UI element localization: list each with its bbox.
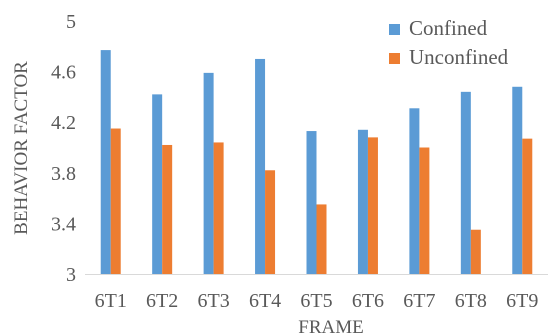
x-tick-label: 6T5 bbox=[300, 290, 332, 312]
bar-unconfined-6t7 bbox=[419, 147, 430, 274]
bar-confined-6t5 bbox=[306, 131, 317, 274]
bar-confined-6t9 bbox=[512, 86, 523, 274]
bar-unconfined-6t4 bbox=[265, 170, 276, 274]
bar-unconfined-6t8 bbox=[470, 229, 481, 274]
legend: Confined Unconfined bbox=[389, 16, 509, 69]
legend-swatch-unconfined bbox=[389, 53, 400, 64]
x-tick-label: 6T2 bbox=[146, 290, 178, 312]
y-axis-ticks: 3 3.4 3.8 4.2 4.6 5 bbox=[51, 11, 76, 286]
x-tick-label: 6T8 bbox=[455, 290, 487, 312]
y-tick-label: 3.8 bbox=[51, 163, 76, 185]
bar-confined-6t7 bbox=[409, 108, 420, 274]
legend-label-unconfined: Unconfined bbox=[409, 45, 509, 69]
y-tick-label: 5 bbox=[66, 11, 76, 33]
bar-unconfined-6t5 bbox=[316, 204, 327, 274]
bar-confined-6t3 bbox=[203, 72, 214, 275]
bar-unconfined-6t9 bbox=[522, 138, 533, 274]
bars bbox=[100, 50, 533, 275]
y-tick-label: 4.6 bbox=[51, 62, 76, 84]
bar-unconfined-6t6 bbox=[367, 137, 378, 274]
x-axis-title: FRAME bbox=[298, 317, 363, 336]
legend-swatch-confined bbox=[389, 24, 400, 35]
y-axis-title: BEHAVIOR FACTOR bbox=[11, 61, 32, 235]
bar-confined-6t2 bbox=[152, 94, 163, 275]
bar-unconfined-6t1 bbox=[110, 128, 121, 274]
x-axis-ticks: 6T1 6T2 6T3 6T4 6T5 6T6 6T7 6T8 6T9 bbox=[95, 290, 539, 312]
bar-confined-6t1 bbox=[100, 50, 111, 274]
legend-label-confined: Confined bbox=[409, 16, 488, 40]
x-tick-label: 6T1 bbox=[95, 290, 127, 312]
x-tick-label: 6T3 bbox=[198, 290, 230, 312]
x-tick-label: 6T6 bbox=[352, 290, 384, 312]
bar-unconfined-6t2 bbox=[162, 144, 173, 274]
y-tick-label: 4.2 bbox=[51, 112, 76, 134]
bar-unconfined-6t3 bbox=[213, 142, 224, 274]
y-tick-label: 3 bbox=[66, 264, 76, 286]
bar-confined-6t8 bbox=[460, 91, 471, 274]
x-tick-label: 6T7 bbox=[403, 290, 435, 312]
bar-confined-6t6 bbox=[357, 129, 368, 274]
x-tick-label: 6T9 bbox=[506, 290, 538, 312]
y-tick-label: 3.4 bbox=[51, 213, 76, 235]
bar-confined-6t4 bbox=[255, 58, 266, 275]
x-tick-label: 6T4 bbox=[249, 290, 281, 312]
